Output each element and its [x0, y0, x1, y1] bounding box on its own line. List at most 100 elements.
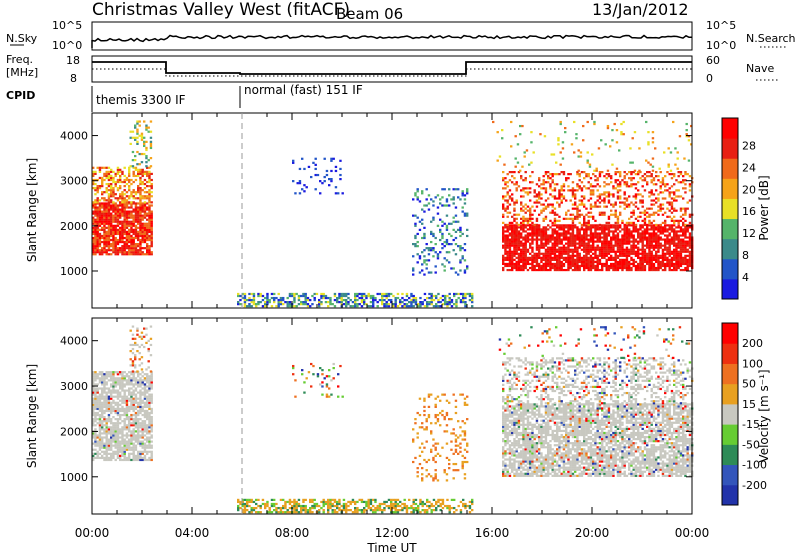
range-cell	[121, 434, 124, 437]
range-cell	[107, 375, 111, 378]
range-cell	[141, 446, 144, 449]
range-cell	[574, 193, 577, 196]
range-cell	[259, 294, 262, 298]
range-cell	[405, 303, 409, 306]
range-cell	[139, 220, 142, 223]
range-cell	[688, 252, 692, 255]
range-cell	[134, 202, 138, 205]
range-cell	[145, 146, 148, 150]
range-cell	[293, 298, 296, 302]
range-cell	[105, 220, 108, 223]
range-cell	[553, 262, 557, 266]
range-cell	[150, 224, 153, 227]
range-cell	[655, 250, 658, 253]
range-cell	[329, 296, 332, 300]
range-cell	[664, 264, 667, 268]
range-cell	[92, 454, 95, 457]
range-cell	[385, 292, 388, 296]
range-cell	[601, 256, 604, 259]
range-cell	[423, 204, 426, 207]
range-cell	[673, 244, 676, 247]
range-cell	[619, 181, 622, 184]
range-cell	[520, 264, 523, 268]
range-cell	[139, 230, 142, 234]
range-cell	[461, 255, 464, 258]
range-cell	[105, 409, 108, 413]
range-cell	[513, 262, 516, 266]
range-cell	[607, 234, 611, 237]
range-cell	[114, 371, 117, 374]
range-cell	[116, 240, 120, 244]
range-cell	[657, 199, 660, 202]
range-cell	[139, 210, 142, 213]
range-cell	[540, 266, 543, 270]
range-cell	[650, 179, 653, 182]
range-cell	[139, 240, 142, 244]
range-cell	[679, 219, 683, 222]
range-cell	[110, 393, 113, 396]
range-cell	[288, 303, 292, 306]
range-cell	[498, 155, 502, 158]
range-cell	[679, 258, 683, 261]
range-cell	[114, 383, 117, 386]
range-cell	[313, 292, 316, 296]
range-cell	[531, 171, 534, 174]
range-cell	[639, 256, 642, 259]
range-cell	[390, 292, 393, 296]
range-cell	[562, 195, 566, 198]
range-cell	[511, 171, 514, 174]
range-cell	[96, 440, 99, 443]
range-cell	[655, 260, 658, 264]
range-cell	[625, 262, 629, 266]
range-cell	[634, 226, 638, 229]
range-cell	[607, 256, 611, 259]
range-cell	[137, 440, 140, 443]
range-cell	[612, 185, 615, 188]
range-cell	[542, 258, 545, 261]
range-cell	[540, 203, 543, 206]
range-cell	[511, 242, 514, 245]
range-cell	[560, 228, 563, 231]
range-cell	[625, 226, 629, 229]
range-cell	[98, 212, 102, 215]
range-cell	[513, 171, 516, 174]
range-cell	[463, 249, 467, 252]
range-cell	[538, 224, 541, 227]
range-cell	[125, 418, 129, 421]
range-cell	[673, 250, 676, 253]
range-cell	[673, 262, 676, 266]
range-cell	[637, 230, 640, 233]
range-cell	[381, 292, 384, 296]
range-cell	[686, 268, 689, 272]
range-cell	[619, 252, 622, 255]
range-cell	[453, 303, 456, 306]
range-cell	[98, 424, 102, 427]
range-cell	[96, 434, 99, 437]
range-cell	[103, 436, 106, 439]
range-cell	[677, 246, 680, 249]
range-cell	[646, 246, 649, 249]
range-cell	[436, 194, 440, 197]
range-cell	[114, 426, 117, 429]
range-cell	[522, 254, 525, 257]
range-cell	[540, 197, 543, 200]
range-cell	[130, 247, 133, 250]
range-cell	[556, 248, 559, 251]
range-cell	[592, 232, 595, 235]
range-cell	[589, 236, 593, 239]
range-cell	[121, 232, 124, 236]
range-cell	[105, 452, 108, 455]
range-cell	[643, 173, 647, 176]
range-cell	[513, 228, 516, 231]
range-cell	[139, 199, 142, 202]
range-cell	[580, 240, 584, 243]
range-cell	[661, 181, 665, 184]
range-cell	[686, 242, 689, 245]
range-cell	[443, 245, 446, 248]
range-cell	[128, 222, 131, 225]
range-cell	[392, 305, 395, 308]
range-cell	[589, 197, 593, 200]
range-cell	[583, 197, 586, 200]
range-cell	[529, 238, 532, 241]
range-cell	[641, 224, 644, 227]
